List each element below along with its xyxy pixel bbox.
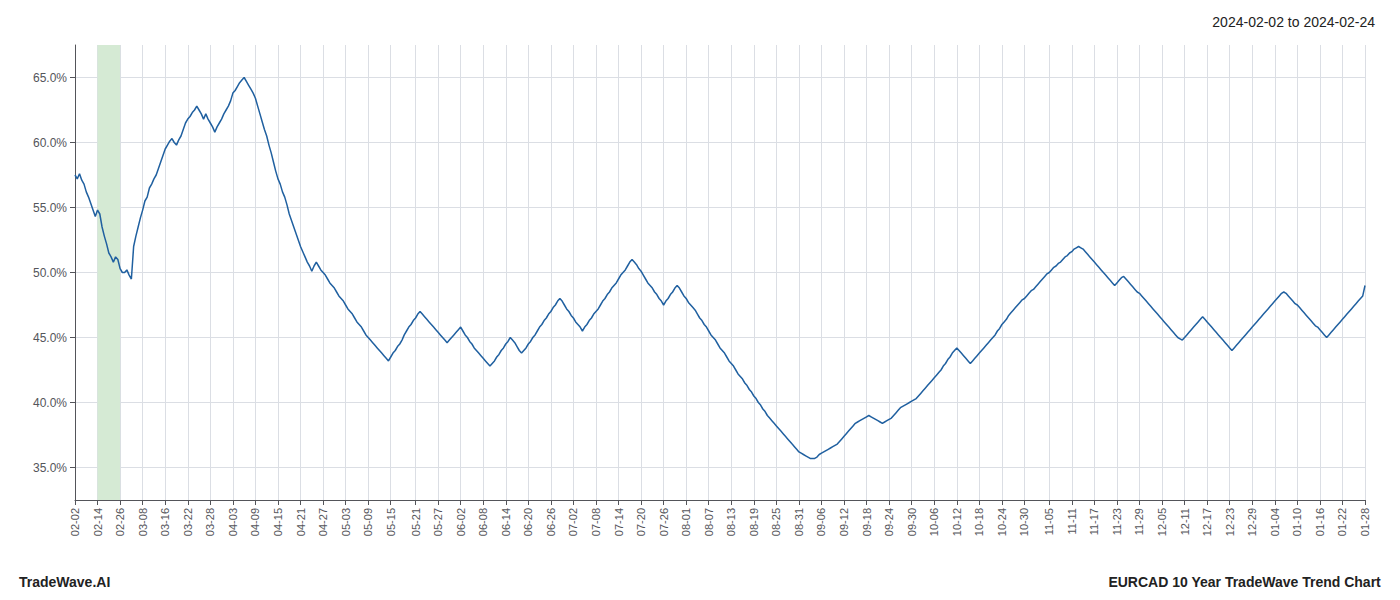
svg-text:09-18: 09-18 bbox=[861, 508, 873, 536]
svg-text:05-09: 05-09 bbox=[362, 508, 374, 536]
svg-text:10-12: 10-12 bbox=[951, 508, 963, 536]
svg-text:08-31: 08-31 bbox=[793, 508, 805, 536]
svg-text:07-20: 07-20 bbox=[635, 508, 647, 536]
svg-text:05-15: 05-15 bbox=[385, 508, 397, 536]
svg-text:12-11: 12-11 bbox=[1179, 508, 1191, 535]
svg-text:10-06: 10-06 bbox=[928, 508, 940, 536]
svg-text:06-20: 06-20 bbox=[522, 508, 534, 536]
svg-text:01-04: 01-04 bbox=[1269, 508, 1281, 536]
svg-text:04-03: 04-03 bbox=[227, 508, 239, 536]
svg-text:01-22: 01-22 bbox=[1336, 508, 1348, 536]
svg-text:08-13: 08-13 bbox=[725, 508, 737, 536]
svg-text:10-30: 10-30 bbox=[1018, 508, 1030, 536]
svg-text:04-09: 04-09 bbox=[249, 508, 261, 536]
svg-text:12-29: 12-29 bbox=[1246, 508, 1258, 536]
svg-text:07-02: 07-02 bbox=[567, 508, 579, 536]
svg-text:12-17: 12-17 bbox=[1201, 508, 1213, 536]
svg-text:07-08: 07-08 bbox=[590, 508, 602, 536]
svg-text:10-18: 10-18 bbox=[973, 508, 985, 536]
svg-text:04-15: 04-15 bbox=[272, 508, 284, 536]
svg-text:08-01: 08-01 bbox=[680, 508, 692, 536]
svg-text:04-21: 04-21 bbox=[295, 508, 307, 536]
svg-text:11-05: 11-05 bbox=[1043, 508, 1055, 535]
svg-text:09-12: 09-12 bbox=[838, 508, 850, 536]
svg-text:05-03: 05-03 bbox=[340, 508, 352, 536]
svg-text:03-16: 03-16 bbox=[159, 508, 171, 536]
svg-text:06-08: 06-08 bbox=[477, 508, 489, 536]
svg-text:65.0%: 65.0% bbox=[33, 71, 67, 85]
svg-text:11-29: 11-29 bbox=[1133, 508, 1145, 535]
svg-text:05-21: 05-21 bbox=[410, 508, 422, 536]
svg-text:02-14: 02-14 bbox=[92, 508, 104, 536]
svg-text:35.0%: 35.0% bbox=[33, 461, 67, 475]
svg-text:08-25: 08-25 bbox=[770, 508, 782, 536]
svg-text:08-19: 08-19 bbox=[748, 508, 760, 536]
svg-text:01-28: 01-28 bbox=[1359, 508, 1371, 536]
svg-text:01-10: 01-10 bbox=[1291, 508, 1303, 536]
svg-text:07-26: 07-26 bbox=[658, 508, 670, 536]
svg-text:03-28: 03-28 bbox=[204, 508, 216, 536]
svg-text:50.0%: 50.0% bbox=[33, 266, 67, 280]
svg-text:06-02: 06-02 bbox=[455, 508, 467, 536]
svg-text:2024-02-02 to 2024-02-24: 2024-02-02 to 2024-02-24 bbox=[1212, 14, 1375, 30]
svg-text:09-06: 09-06 bbox=[815, 508, 827, 536]
svg-text:12-23: 12-23 bbox=[1224, 508, 1236, 536]
svg-text:04-27: 04-27 bbox=[317, 508, 329, 536]
svg-text:03-08: 03-08 bbox=[137, 508, 149, 536]
svg-text:EURCAD 10 Year TradeWave Trend: EURCAD 10 Year TradeWave Trend Chart bbox=[1108, 574, 1381, 590]
svg-text:02-26: 02-26 bbox=[114, 508, 126, 536]
svg-text:02-02: 02-02 bbox=[69, 508, 81, 536]
svg-text:07-14: 07-14 bbox=[613, 508, 625, 536]
svg-text:12-05: 12-05 bbox=[1156, 508, 1168, 536]
svg-text:06-14: 06-14 bbox=[500, 508, 512, 536]
svg-text:11-23: 11-23 bbox=[1111, 508, 1123, 535]
svg-text:08-07: 08-07 bbox=[703, 508, 715, 536]
svg-text:05-27: 05-27 bbox=[432, 508, 444, 536]
svg-text:60.0%: 60.0% bbox=[33, 136, 67, 150]
svg-text:11-17: 11-17 bbox=[1088, 508, 1100, 535]
svg-text:10-24: 10-24 bbox=[996, 508, 1008, 536]
svg-text:11-11: 11-11 bbox=[1066, 508, 1078, 535]
svg-text:09-30: 09-30 bbox=[906, 508, 918, 536]
svg-text:03-22: 03-22 bbox=[182, 508, 194, 536]
svg-text:06-26: 06-26 bbox=[545, 508, 557, 536]
svg-text:40.0%: 40.0% bbox=[33, 396, 67, 410]
svg-text:01-16: 01-16 bbox=[1314, 508, 1326, 536]
svg-text:45.0%: 45.0% bbox=[33, 331, 67, 345]
svg-text:TradeWave.AI: TradeWave.AI bbox=[19, 574, 110, 590]
svg-text:55.0%: 55.0% bbox=[33, 201, 67, 215]
svg-text:09-24: 09-24 bbox=[883, 508, 895, 536]
